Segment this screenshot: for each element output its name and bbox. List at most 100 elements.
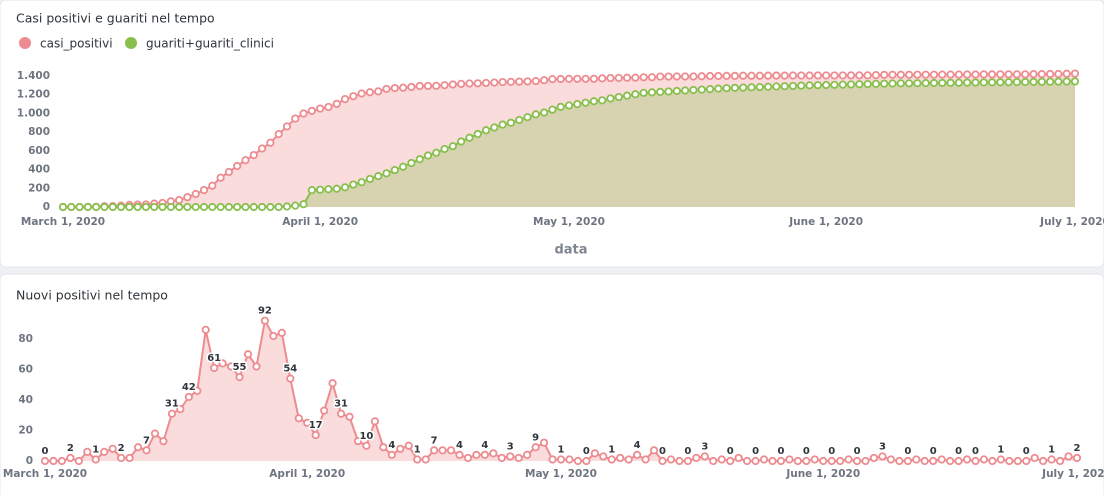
point (415, 81, 424, 91)
point (1064, 452, 1073, 461)
data-label: 3 (879, 441, 886, 452)
point (672, 72, 681, 81)
point (938, 70, 947, 79)
point (672, 86, 681, 96)
point (963, 70, 972, 79)
point (888, 79, 897, 88)
point (896, 70, 905, 79)
point (886, 455, 896, 464)
data-label: 1 (608, 444, 615, 455)
point (58, 202, 68, 212)
point (564, 101, 574, 110)
point (1055, 456, 1065, 466)
point (681, 86, 690, 95)
point (345, 412, 354, 421)
point (614, 73, 623, 83)
point (432, 81, 441, 90)
y-tick-label: 40 (18, 394, 33, 406)
point (1072, 453, 1082, 463)
point (903, 456, 912, 466)
point (481, 78, 491, 88)
point (332, 99, 341, 108)
data-label: 1 (997, 444, 1004, 455)
y-tick-label: 400 (28, 164, 50, 176)
point (929, 456, 938, 466)
point (675, 456, 684, 466)
point (463, 453, 473, 463)
x-tick-label: June 1, 2020 (788, 216, 863, 228)
point (365, 88, 375, 97)
point (233, 202, 242, 212)
x-tick-label: March 1, 2020 (3, 468, 87, 480)
point (717, 455, 726, 464)
point (498, 120, 507, 129)
point (311, 430, 320, 440)
legend-label[interactable]: guariti+guariti_clinici (146, 37, 274, 51)
data-label: 0 (42, 446, 49, 457)
point (226, 362, 236, 371)
point (1012, 70, 1022, 79)
point (141, 202, 151, 212)
point (473, 129, 482, 139)
data-label: 0 (1023, 446, 1030, 457)
point (763, 71, 773, 80)
point (1070, 77, 1080, 86)
point (599, 452, 608, 461)
point (788, 71, 798, 80)
point (689, 85, 698, 95)
card (0, 0, 1104, 268)
point (1021, 70, 1030, 79)
x-tick-label: May 1, 2020 (525, 468, 597, 480)
point (742, 456, 752, 466)
point (739, 83, 748, 92)
point (979, 70, 988, 79)
point (125, 453, 134, 463)
point (921, 70, 930, 79)
point (730, 83, 740, 92)
point (316, 185, 325, 194)
point (252, 362, 261, 371)
point (398, 83, 408, 92)
point (863, 79, 872, 89)
point (66, 453, 75, 463)
point (871, 71, 881, 80)
point (631, 90, 640, 99)
point (996, 455, 1005, 464)
point (92, 202, 101, 212)
point (398, 162, 408, 171)
legend-label[interactable]: casi_positivi (40, 37, 113, 51)
point (473, 79, 482, 88)
point (430, 446, 439, 455)
point (506, 77, 516, 86)
data-label: 7 (143, 435, 150, 446)
point (1062, 69, 1071, 78)
data-label: 1 (92, 444, 99, 455)
point (664, 87, 673, 96)
point (446, 446, 456, 455)
point (705, 85, 715, 94)
point (739, 71, 748, 80)
point (1005, 456, 1014, 466)
point (929, 70, 939, 79)
point (548, 455, 557, 464)
x-tick-label: July 1, 2020 (1041, 468, 1104, 480)
point (573, 99, 582, 109)
point (167, 409, 176, 418)
point (357, 89, 366, 98)
point (374, 87, 383, 96)
area (63, 73, 1075, 207)
point (91, 455, 100, 464)
point (324, 185, 333, 194)
point (539, 438, 549, 447)
point (1029, 70, 1038, 79)
point (490, 78, 499, 87)
point (797, 71, 806, 80)
data-label: 0 (930, 446, 937, 457)
data-label: 0 (854, 446, 861, 457)
point (117, 453, 126, 463)
point (74, 456, 83, 466)
point (497, 453, 506, 463)
point (895, 456, 904, 466)
point (904, 70, 914, 79)
point (438, 446, 447, 455)
